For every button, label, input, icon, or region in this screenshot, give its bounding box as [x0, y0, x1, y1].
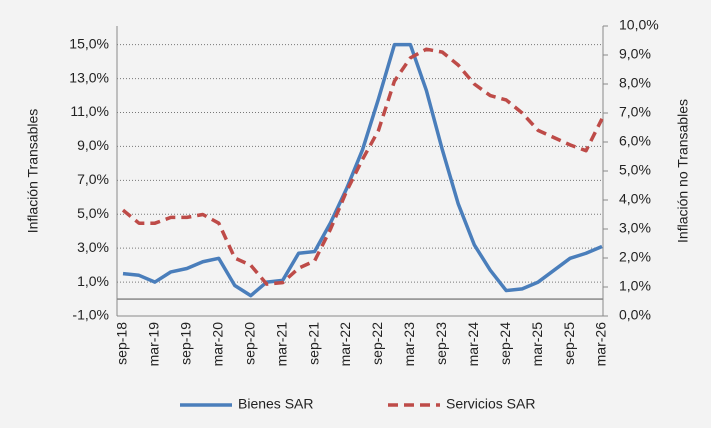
y2-tick-label: 1,0%: [619, 278, 651, 294]
series-line: [122, 42, 603, 298]
x-tick-label: mar-21: [273, 322, 289, 367]
y-tick-label: 1,0%: [77, 273, 109, 289]
x-tick-label: sep-23: [433, 322, 449, 365]
y2-tick-label: 5,0%: [619, 162, 651, 178]
x-tick-label: mar-22: [337, 322, 353, 367]
x-tick-label: sep-21: [305, 322, 321, 365]
y2-tick-label: 6,0%: [619, 133, 651, 149]
legend-label: Bienes SAR: [238, 396, 313, 412]
y2-tick-label: 3,0%: [619, 220, 651, 236]
x-tick-label: sep-19: [178, 322, 194, 365]
x-tick-label: mar-23: [401, 322, 417, 367]
y-tick-label: 7,0%: [77, 171, 109, 187]
y2-tick-label: 0,0%: [619, 307, 651, 323]
y-tick-label: 11,0%: [70, 103, 109, 119]
x-tick-label: sep-18: [114, 322, 130, 365]
y2-tick-label: 8,0%: [619, 75, 651, 91]
x-tick-label: mar-25: [529, 322, 545, 367]
x-tick-label: mar-24: [465, 322, 481, 367]
y-tick-label: 5,0%: [77, 205, 109, 221]
y2-tick-label: 2,0%: [619, 249, 651, 265]
y-tick-label: 9,0%: [77, 137, 109, 153]
y-tick-label: 15,0%: [69, 35, 109, 51]
y2-axis-label: Inflación no Transables: [675, 99, 691, 243]
legend-label: Servicios SAR: [446, 396, 535, 412]
y-axis-label: Inflación Transables: [25, 109, 41, 234]
y2-tick-label: 9,0%: [619, 46, 651, 62]
y2-tick-label: 7,0%: [619, 104, 651, 120]
series-line: [121, 47, 604, 286]
y-tick-label: 13,0%: [69, 69, 109, 85]
x-tick-label: sep-22: [369, 322, 385, 365]
y2-tick-label: 10,0%: [619, 17, 659, 33]
x-tick-label: mar-19: [146, 322, 162, 367]
y-tick-label: -1,0%: [72, 307, 109, 323]
x-tick-label: mar-26: [593, 322, 609, 367]
x-tick-label: sep-24: [497, 322, 513, 365]
x-tick-label: sep-25: [561, 322, 577, 365]
y2-tick-label: 4,0%: [619, 191, 651, 207]
x-tick-label: sep-20: [241, 322, 257, 365]
x-tick-label: mar-20: [210, 322, 226, 367]
y-tick-label: 3,0%: [77, 239, 109, 255]
